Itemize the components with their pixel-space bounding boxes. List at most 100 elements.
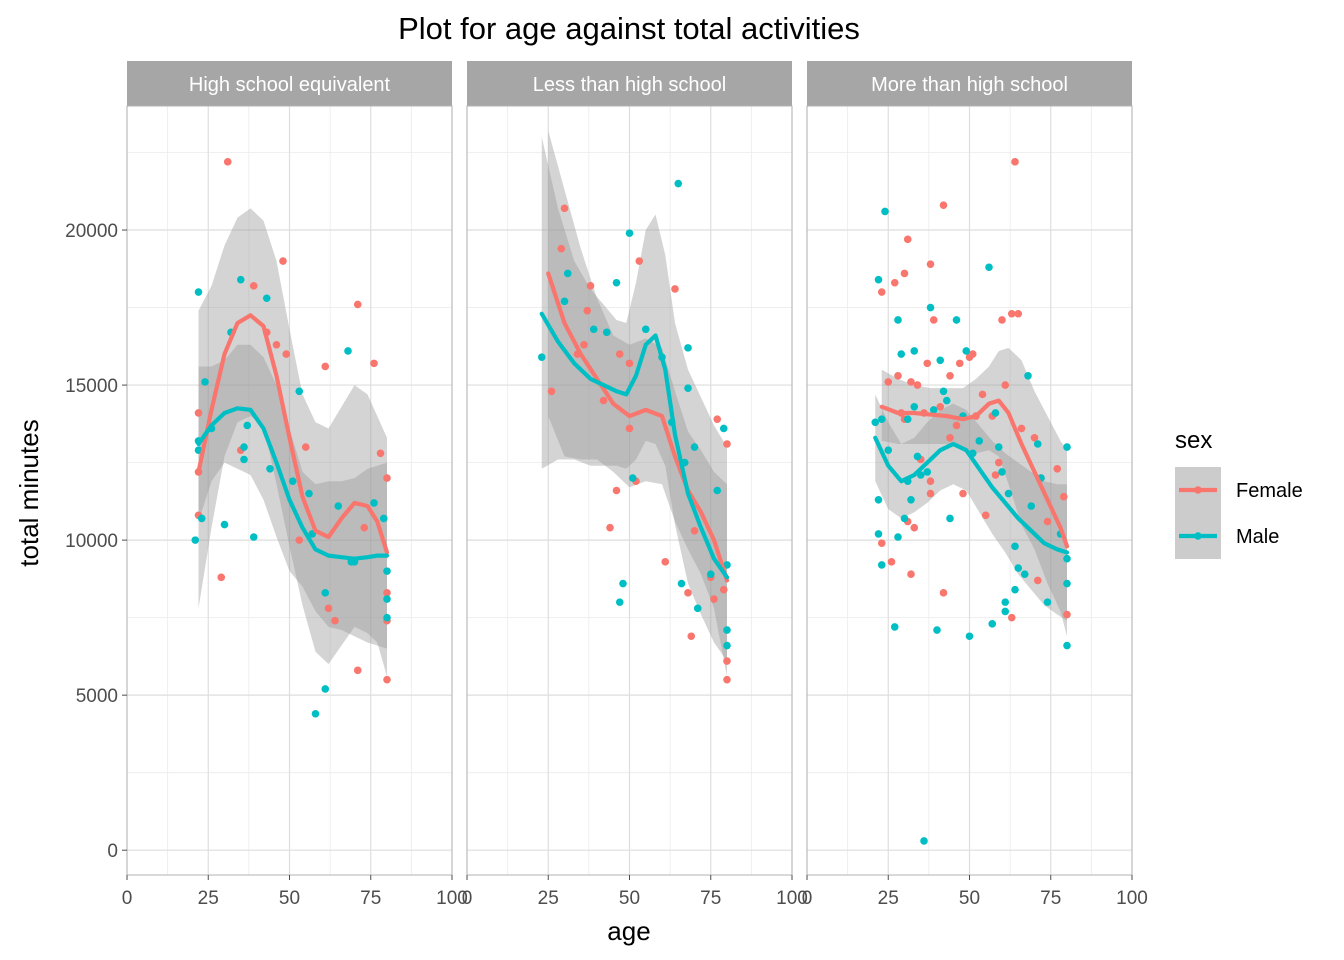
data-point: [994, 458, 1003, 467]
data-point: [994, 443, 1003, 451]
legend-key-point: [1194, 532, 1202, 540]
data-point: [1063, 554, 1071, 563]
data-point: [1043, 598, 1052, 606]
data-point: [383, 675, 391, 684]
data-point: [677, 579, 686, 588]
data-point: [877, 415, 886, 423]
data-point: [223, 158, 232, 166]
data-point: [690, 527, 699, 535]
facet-strip-label: Less than high school: [533, 74, 726, 96]
data-point: [201, 378, 209, 386]
data-point: [266, 464, 274, 473]
data-point: [295, 387, 304, 396]
data-point: [635, 257, 644, 265]
data-point: [194, 409, 203, 417]
data-point: [236, 275, 245, 284]
data-point: [353, 666, 362, 675]
data-point: [586, 282, 595, 290]
legend-entry-label: Male: [1236, 526, 1279, 548]
data-point: [580, 340, 588, 349]
data-point: [612, 278, 621, 287]
data-point: [560, 204, 569, 213]
data-point: [1001, 607, 1010, 616]
data-point: [1059, 492, 1068, 501]
data-point: [194, 446, 203, 454]
data-point: [599, 396, 608, 405]
data-point: [991, 471, 1000, 479]
data-point: [1001, 598, 1010, 606]
legend: sex Female Male: [1175, 427, 1303, 559]
data-point: [1043, 517, 1052, 526]
x-tick-label: 0: [802, 888, 813, 909]
data-point: [946, 514, 954, 523]
data-point: [929, 406, 938, 414]
data-point: [936, 402, 945, 411]
x-tick-label: 0: [122, 888, 133, 909]
data-point: [370, 499, 378, 507]
data-point: [583, 306, 592, 315]
data-point: [619, 579, 627, 588]
data-point: [978, 390, 987, 399]
data-point: [249, 533, 258, 541]
data-point: [383, 474, 391, 482]
data-point: [383, 595, 391, 603]
data-point: [1024, 371, 1032, 380]
data-point: [625, 359, 634, 368]
data-point: [376, 449, 385, 458]
data-point: [910, 402, 919, 411]
data-point: [1014, 309, 1023, 318]
data-point: [877, 288, 886, 296]
x-tick-label: 25: [198, 888, 219, 909]
data-point: [723, 641, 731, 650]
y-axis: 0 5000 10000 15000 20000: [65, 221, 127, 862]
data-point: [321, 685, 330, 693]
data-point: [884, 446, 893, 454]
data-point: [910, 523, 919, 532]
smooth-line: [539, 311, 730, 580]
data-point: [926, 303, 935, 312]
data-point: [897, 350, 906, 358]
data-point: [894, 316, 902, 324]
x-tick-label: 75: [1040, 888, 1061, 909]
data-point: [1033, 440, 1042, 448]
data-point: [301, 443, 310, 451]
data-point: [706, 570, 715, 579]
data-point: [723, 657, 731, 665]
data-point: [383, 589, 391, 597]
data-point: [612, 486, 621, 495]
data-point: [913, 381, 922, 389]
data-point: [998, 316, 1006, 324]
data-point: [923, 359, 932, 368]
data-point: [191, 536, 200, 544]
data-point: [324, 604, 333, 613]
data-point: [379, 514, 388, 523]
data-point: [926, 260, 935, 268]
data-point: [295, 536, 304, 544]
data-point: [625, 424, 634, 433]
x-tick-label: 0: [462, 888, 473, 909]
data-point: [1053, 464, 1062, 473]
data-point: [684, 384, 692, 392]
legend-entry-label: Female: [1236, 480, 1303, 502]
data-point: [370, 359, 378, 368]
confidence-ribbon: [881, 347, 1067, 637]
x-tick-label: 50: [279, 888, 300, 909]
data-point: [360, 523, 369, 532]
data-point: [713, 486, 722, 495]
data-point: [874, 530, 883, 538]
facet-panel: Less than high school 0 25 50 75 100: [462, 61, 808, 909]
data-point: [282, 350, 291, 358]
data-point: [1027, 502, 1036, 510]
smooth-line: [873, 435, 1070, 555]
data-point: [723, 626, 731, 634]
data-point: [890, 278, 899, 287]
data-point: [968, 350, 977, 358]
facet-strip: [467, 61, 792, 106]
data-point: [272, 340, 281, 349]
facet-strip: [807, 61, 1132, 106]
data-point: [1011, 585, 1019, 594]
data-point: [719, 424, 728, 433]
data-point: [884, 378, 893, 386]
data-point: [946, 433, 954, 442]
legend-title: sex: [1175, 427, 1212, 454]
